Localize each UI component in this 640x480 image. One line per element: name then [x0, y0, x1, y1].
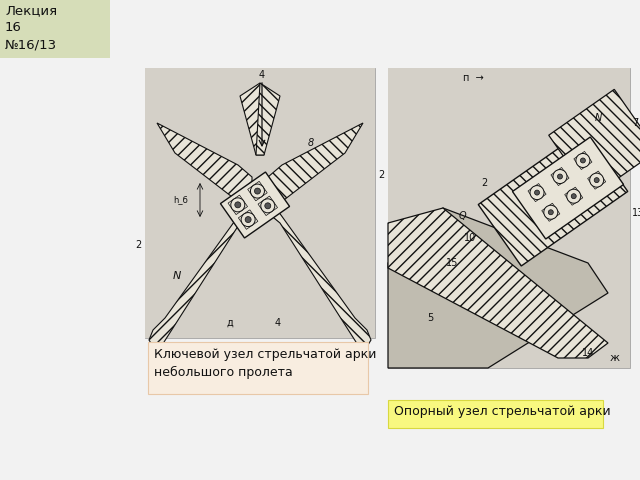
Polygon shape [478, 130, 628, 266]
Text: Опорный узел стрельчатой арки: Опорный узел стрельчатой арки [394, 405, 611, 418]
Circle shape [572, 194, 576, 199]
Polygon shape [548, 89, 640, 197]
Polygon shape [268, 197, 371, 353]
Text: п  →: п → [463, 73, 484, 83]
Circle shape [265, 203, 271, 209]
Polygon shape [388, 208, 608, 358]
Bar [388, 68, 630, 368]
Bar [145, 68, 375, 338]
Text: 10: 10 [464, 233, 476, 243]
Circle shape [235, 202, 241, 208]
Text: 4: 4 [259, 70, 265, 80]
Circle shape [260, 199, 275, 213]
Bar [148, 342, 368, 394]
Polygon shape [268, 123, 363, 203]
Bar [0, 0, 110, 58]
Circle shape [576, 154, 590, 168]
Text: 7: 7 [632, 118, 638, 128]
Circle shape [589, 173, 604, 187]
Text: ж: ж [610, 353, 620, 363]
Polygon shape [513, 137, 623, 239]
Circle shape [231, 198, 244, 212]
Text: N: N [173, 271, 181, 281]
Circle shape [241, 213, 255, 227]
Text: Ключевой узел стрельчатой арки
небольшого пролета: Ключевой узел стрельчатой арки небольшог… [154, 348, 376, 379]
Text: 2: 2 [482, 178, 488, 188]
Circle shape [245, 216, 251, 223]
Text: Лекция
16
№16/13: Лекция 16 №16/13 [5, 4, 57, 51]
Circle shape [580, 158, 586, 163]
Circle shape [255, 188, 260, 194]
Circle shape [530, 186, 544, 200]
Polygon shape [149, 197, 252, 353]
Circle shape [553, 169, 567, 183]
Circle shape [567, 189, 580, 203]
Text: 13: 13 [632, 208, 640, 218]
Polygon shape [157, 123, 252, 203]
Text: 2: 2 [378, 170, 384, 180]
Text: h_б: h_б [173, 195, 188, 204]
Polygon shape [256, 83, 280, 155]
Circle shape [594, 178, 599, 182]
Text: 15: 15 [445, 258, 458, 268]
Text: 4: 4 [275, 318, 281, 328]
Bar [388, 68, 630, 368]
Polygon shape [240, 83, 264, 155]
Text: 8: 8 [308, 138, 314, 148]
Text: Q: Q [458, 211, 466, 221]
Circle shape [544, 205, 558, 219]
Circle shape [557, 174, 563, 179]
Text: 5: 5 [427, 313, 433, 323]
Bar [388, 400, 603, 428]
Circle shape [534, 190, 540, 195]
Circle shape [250, 184, 264, 198]
Text: N: N [595, 113, 602, 123]
Text: 2: 2 [136, 240, 142, 250]
Bar [145, 68, 375, 338]
Polygon shape [220, 172, 289, 238]
Polygon shape [388, 208, 608, 368]
Text: д: д [227, 318, 234, 328]
Text: 14: 14 [582, 348, 594, 358]
Circle shape [548, 210, 554, 215]
